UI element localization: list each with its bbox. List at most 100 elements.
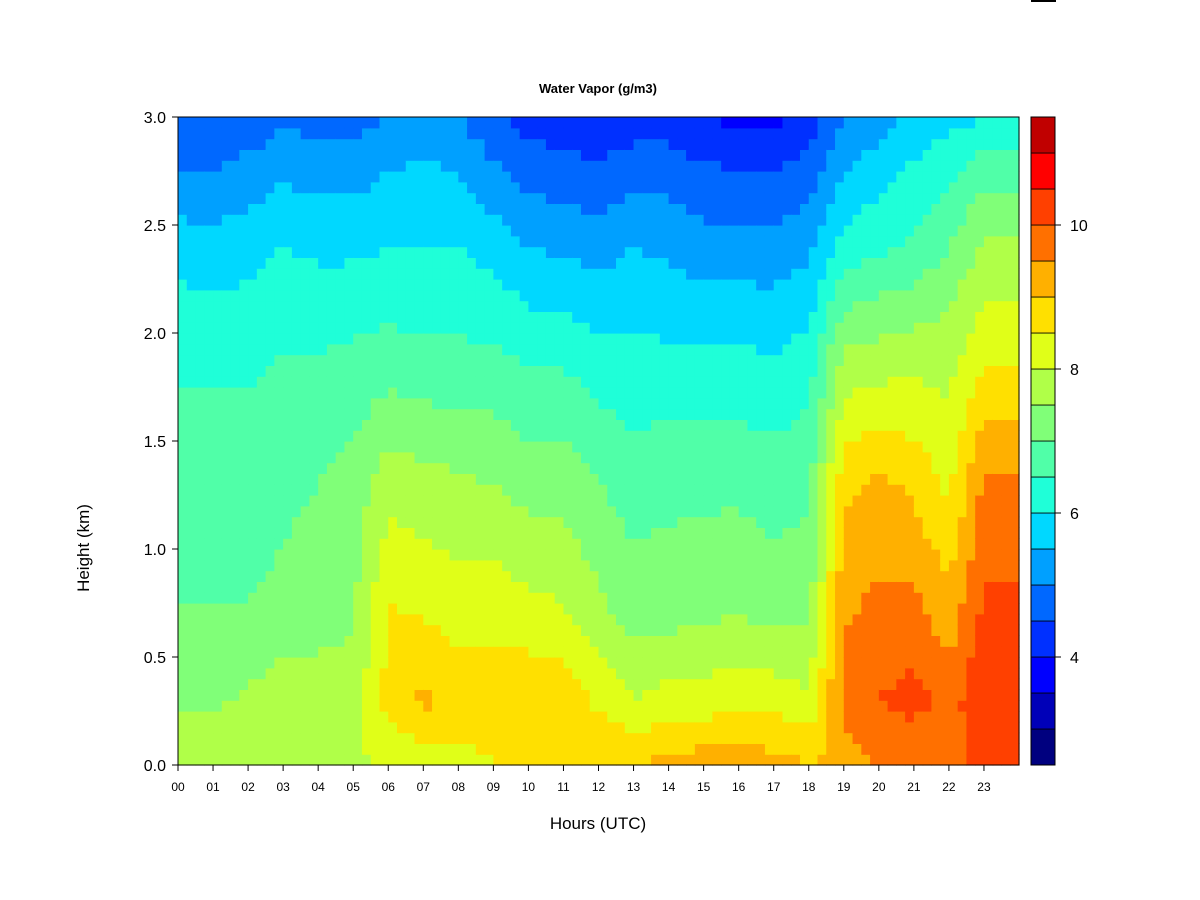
- heatmap-cell: [651, 279, 661, 291]
- heatmap-cell: [826, 657, 836, 669]
- heatmap-cell: [563, 516, 573, 528]
- heatmap-cell: [178, 441, 188, 453]
- heatmap-cell: [633, 559, 643, 572]
- heatmap-cell: [204, 505, 214, 518]
- heatmap-cell: [265, 117, 275, 129]
- heatmap-cell: [598, 246, 608, 258]
- heatmap-cell: [607, 117, 617, 129]
- heatmap-cell: [686, 678, 696, 690]
- heatmap-cell: [397, 419, 407, 431]
- heatmap-cell: [388, 657, 398, 669]
- heatmap-cell: [221, 235, 232, 248]
- heatmap-cell: [878, 354, 889, 366]
- heatmap-cell: [624, 333, 635, 345]
- heatmap-cell: [878, 343, 889, 356]
- heatmap-cell: [887, 700, 897, 712]
- heatmap-cell: [633, 181, 643, 194]
- heatmap-cell: [230, 700, 240, 712]
- heatmap-cell: [817, 181, 827, 194]
- heatmap-cell: [213, 397, 223, 410]
- heatmap-cell: [712, 689, 722, 701]
- heatmap-cell: [467, 171, 477, 183]
- heatmap-cell: [493, 181, 503, 194]
- heatmap-cell: [896, 171, 906, 183]
- heatmap-cell: [843, 657, 854, 669]
- heatmap-cell: [195, 214, 205, 226]
- heatmap-cell: [537, 635, 547, 647]
- heatmap-cell: [703, 754, 713, 766]
- heatmap-cell: [616, 646, 626, 658]
- heatmap-cell: [686, 527, 696, 539]
- heatmap-cell: [616, 462, 626, 474]
- heatmap-cell: [764, 397, 775, 410]
- heatmap-cell: [616, 225, 626, 237]
- heatmap-cell: [747, 279, 757, 291]
- heatmap-cell: [835, 117, 845, 129]
- heatmap-cell: [791, 138, 801, 150]
- heatmap-cell: [703, 527, 713, 539]
- heatmap-cell: [616, 171, 626, 183]
- heatmap-cell: [852, 387, 862, 399]
- heatmap-cell: [747, 743, 757, 755]
- heatmap-cell: [580, 678, 591, 690]
- heatmap-cell: [291, 657, 302, 669]
- heatmap-cell: [808, 549, 819, 561]
- heatmap-cell: [545, 484, 556, 496]
- heatmap-cell: [204, 743, 214, 755]
- heatmap-cell: [563, 257, 573, 269]
- heatmap-cell: [510, 127, 521, 140]
- heatmap-cell: [799, 311, 810, 323]
- heatmap-cell: [274, 387, 284, 399]
- heatmap-cell: [554, 667, 565, 680]
- heatmap-cell: [221, 657, 232, 669]
- heatmap-cell: [677, 365, 687, 377]
- heatmap-cell: [589, 419, 600, 431]
- heatmap-cell: [694, 689, 705, 701]
- heatmap-cell: [344, 441, 354, 453]
- heatmap-cell: [326, 495, 337, 507]
- heatmap-cell: [721, 646, 731, 658]
- heatmap-cell: [580, 441, 591, 453]
- heatmap-cell: [554, 516, 565, 528]
- heatmap-cell: [870, 581, 880, 593]
- heatmap-cell: [554, 354, 565, 366]
- heatmap-cell: [808, 527, 819, 539]
- heatmap-cell: [835, 473, 845, 485]
- heatmap-cell: [195, 603, 205, 615]
- heatmap-cell: [668, 549, 678, 561]
- heatmap-cell: [388, 365, 398, 377]
- heatmap-cell: [703, 678, 713, 690]
- heatmap-cell: [668, 678, 678, 690]
- heatmap-cell: [274, 484, 284, 496]
- heatmap-cell: [248, 192, 258, 204]
- heatmap-cell: [852, 732, 862, 744]
- heatmap-cell: [326, 538, 337, 550]
- heatmap-cell: [510, 635, 521, 647]
- heatmap-cell: [239, 397, 249, 410]
- heatmap-cell: [668, 127, 678, 140]
- heatmap-cell: [817, 343, 827, 356]
- heatmap-cell: [283, 624, 293, 636]
- heatmap-cell: [817, 473, 827, 485]
- heatmap-cell: [633, 678, 643, 690]
- heatmap-cell: [589, 721, 600, 734]
- heatmap-cell: [782, 495, 792, 507]
- heatmap-cell: [186, 397, 197, 410]
- heatmap-cell: [870, 721, 880, 734]
- heatmap-cell: [817, 419, 827, 431]
- heatmap-cell: [379, 711, 389, 723]
- heatmap-cell: [502, 160, 512, 172]
- heatmap-cell: [502, 646, 512, 658]
- heatmap-cell: [335, 624, 346, 636]
- heatmap-cell: [738, 268, 749, 280]
- heatmap-cell: [195, 181, 205, 194]
- heatmap-cell: [738, 235, 749, 248]
- heatmap-cell: [589, 117, 600, 129]
- heatmap-cell: [178, 646, 188, 658]
- heatmap-cell: [519, 279, 530, 291]
- heatmap-cell: [843, 495, 854, 507]
- heatmap-cell: [440, 721, 451, 734]
- heatmap-cell: [563, 408, 573, 420]
- heatmap-cell: [870, 419, 880, 431]
- heatmap-cell: [467, 160, 477, 172]
